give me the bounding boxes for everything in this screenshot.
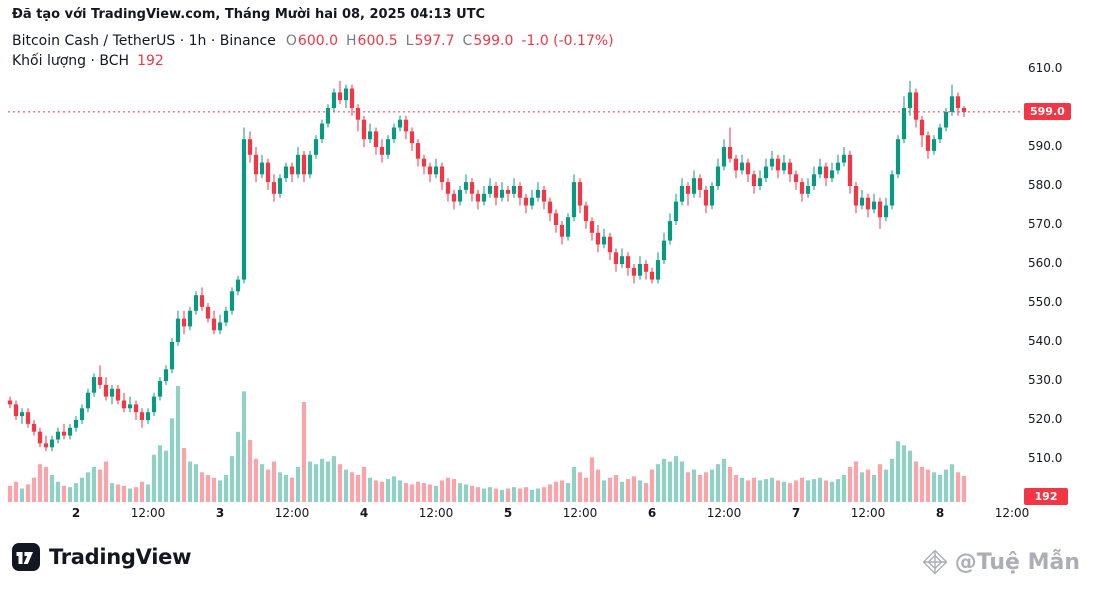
diamond-icon xyxy=(922,549,948,575)
time-tick-label: 6 xyxy=(647,506,657,520)
time-tick-label: 4 xyxy=(359,506,369,520)
price-tick-label: 560.0 xyxy=(1028,256,1063,270)
chart-canvas[interactable] xyxy=(0,0,1022,530)
price-tick-label: 520.0 xyxy=(1028,412,1063,426)
time-tick-label: 2 xyxy=(71,506,81,520)
change-value: -1.0 (-0.17%) xyxy=(521,33,614,49)
price-tick-label: 610.0 xyxy=(1028,61,1063,75)
time-tick-label: 12:00 xyxy=(994,506,1030,520)
attribution-link[interactable]: TradingView.com xyxy=(91,7,216,22)
price-tick-label: 580.0 xyxy=(1028,178,1063,192)
tradingview-logo[interactable]: TradingView xyxy=(12,543,191,571)
volume-indicator-label[interactable]: Khối lượng · BCH xyxy=(12,53,130,69)
price-tick-label: 570.0 xyxy=(1028,217,1063,231)
close-label: C xyxy=(462,33,473,49)
watermark-text: @Tuệ Mẫn xyxy=(954,549,1080,575)
high-label: H xyxy=(346,33,357,49)
time-tick-label: 5 xyxy=(503,506,513,520)
time-tick-label: 12:00 xyxy=(706,506,742,520)
price-axis[interactable]: 599.0 192 610.0 590.0 580.0 570.0 560.0 550.0… xyxy=(1022,0,1094,530)
time-tick-label: 8 xyxy=(935,506,945,520)
author-watermark: @Tuệ Mẫn xyxy=(922,549,1080,575)
low-value: 597.7 xyxy=(414,33,455,49)
tradingview-wordmark: TradingView xyxy=(49,545,192,569)
price-tick-label: 550.0 xyxy=(1028,295,1063,309)
high-value: 600.5 xyxy=(357,33,398,49)
attribution: Đã tạo với TradingView.com, Tháng Mười h… xyxy=(12,7,485,22)
symbol-title[interactable]: Bitcoin Cash / TetherUS · 1h · Binance xyxy=(12,33,276,49)
time-tick-label: 12:00 xyxy=(274,506,310,520)
attribution-date: , Tháng Mười hai 08, 2025 04:13 UTC xyxy=(215,7,486,22)
time-tick-label: 12:00 xyxy=(130,506,166,520)
tradingview-logo-icon xyxy=(12,543,40,571)
ohlc-readout: O 600.0 H 600.5 L 597.7 C 599.0 -1.0 (-0.17%… xyxy=(286,33,614,49)
open-label: O xyxy=(285,33,297,49)
price-tick-label: 590.0 xyxy=(1028,139,1063,153)
close-value: 599.0 xyxy=(473,33,514,49)
volume-value: 192 xyxy=(137,53,164,69)
open-value: 600.0 xyxy=(297,33,338,49)
last-volume-badge: 192 xyxy=(1024,488,1068,505)
time-tick-label: 12:00 xyxy=(562,506,598,520)
time-tick-label: 12:00 xyxy=(418,506,454,520)
price-tick-label: 510.0 xyxy=(1028,451,1063,465)
price-tick-label: 530.0 xyxy=(1028,373,1063,387)
attribution-prefix: Đã tạo với xyxy=(12,7,92,22)
time-axis[interactable]: 2 12:00 3 12:00 4 12:00 5 12:00 6 12:00 7 12:00 8 12:… xyxy=(0,506,1060,526)
chart-legend: Bitcoin Cash / TetherUS · 1h · Binance O… xyxy=(12,33,614,69)
last-price-badge: 599.0 xyxy=(1024,103,1071,121)
time-tick-label: 7 xyxy=(791,506,801,520)
time-tick-label: 3 xyxy=(215,506,225,520)
low-label: L xyxy=(405,33,414,49)
price-tick-label: 540.0 xyxy=(1028,334,1063,348)
time-tick-label: 12:00 xyxy=(850,506,886,520)
